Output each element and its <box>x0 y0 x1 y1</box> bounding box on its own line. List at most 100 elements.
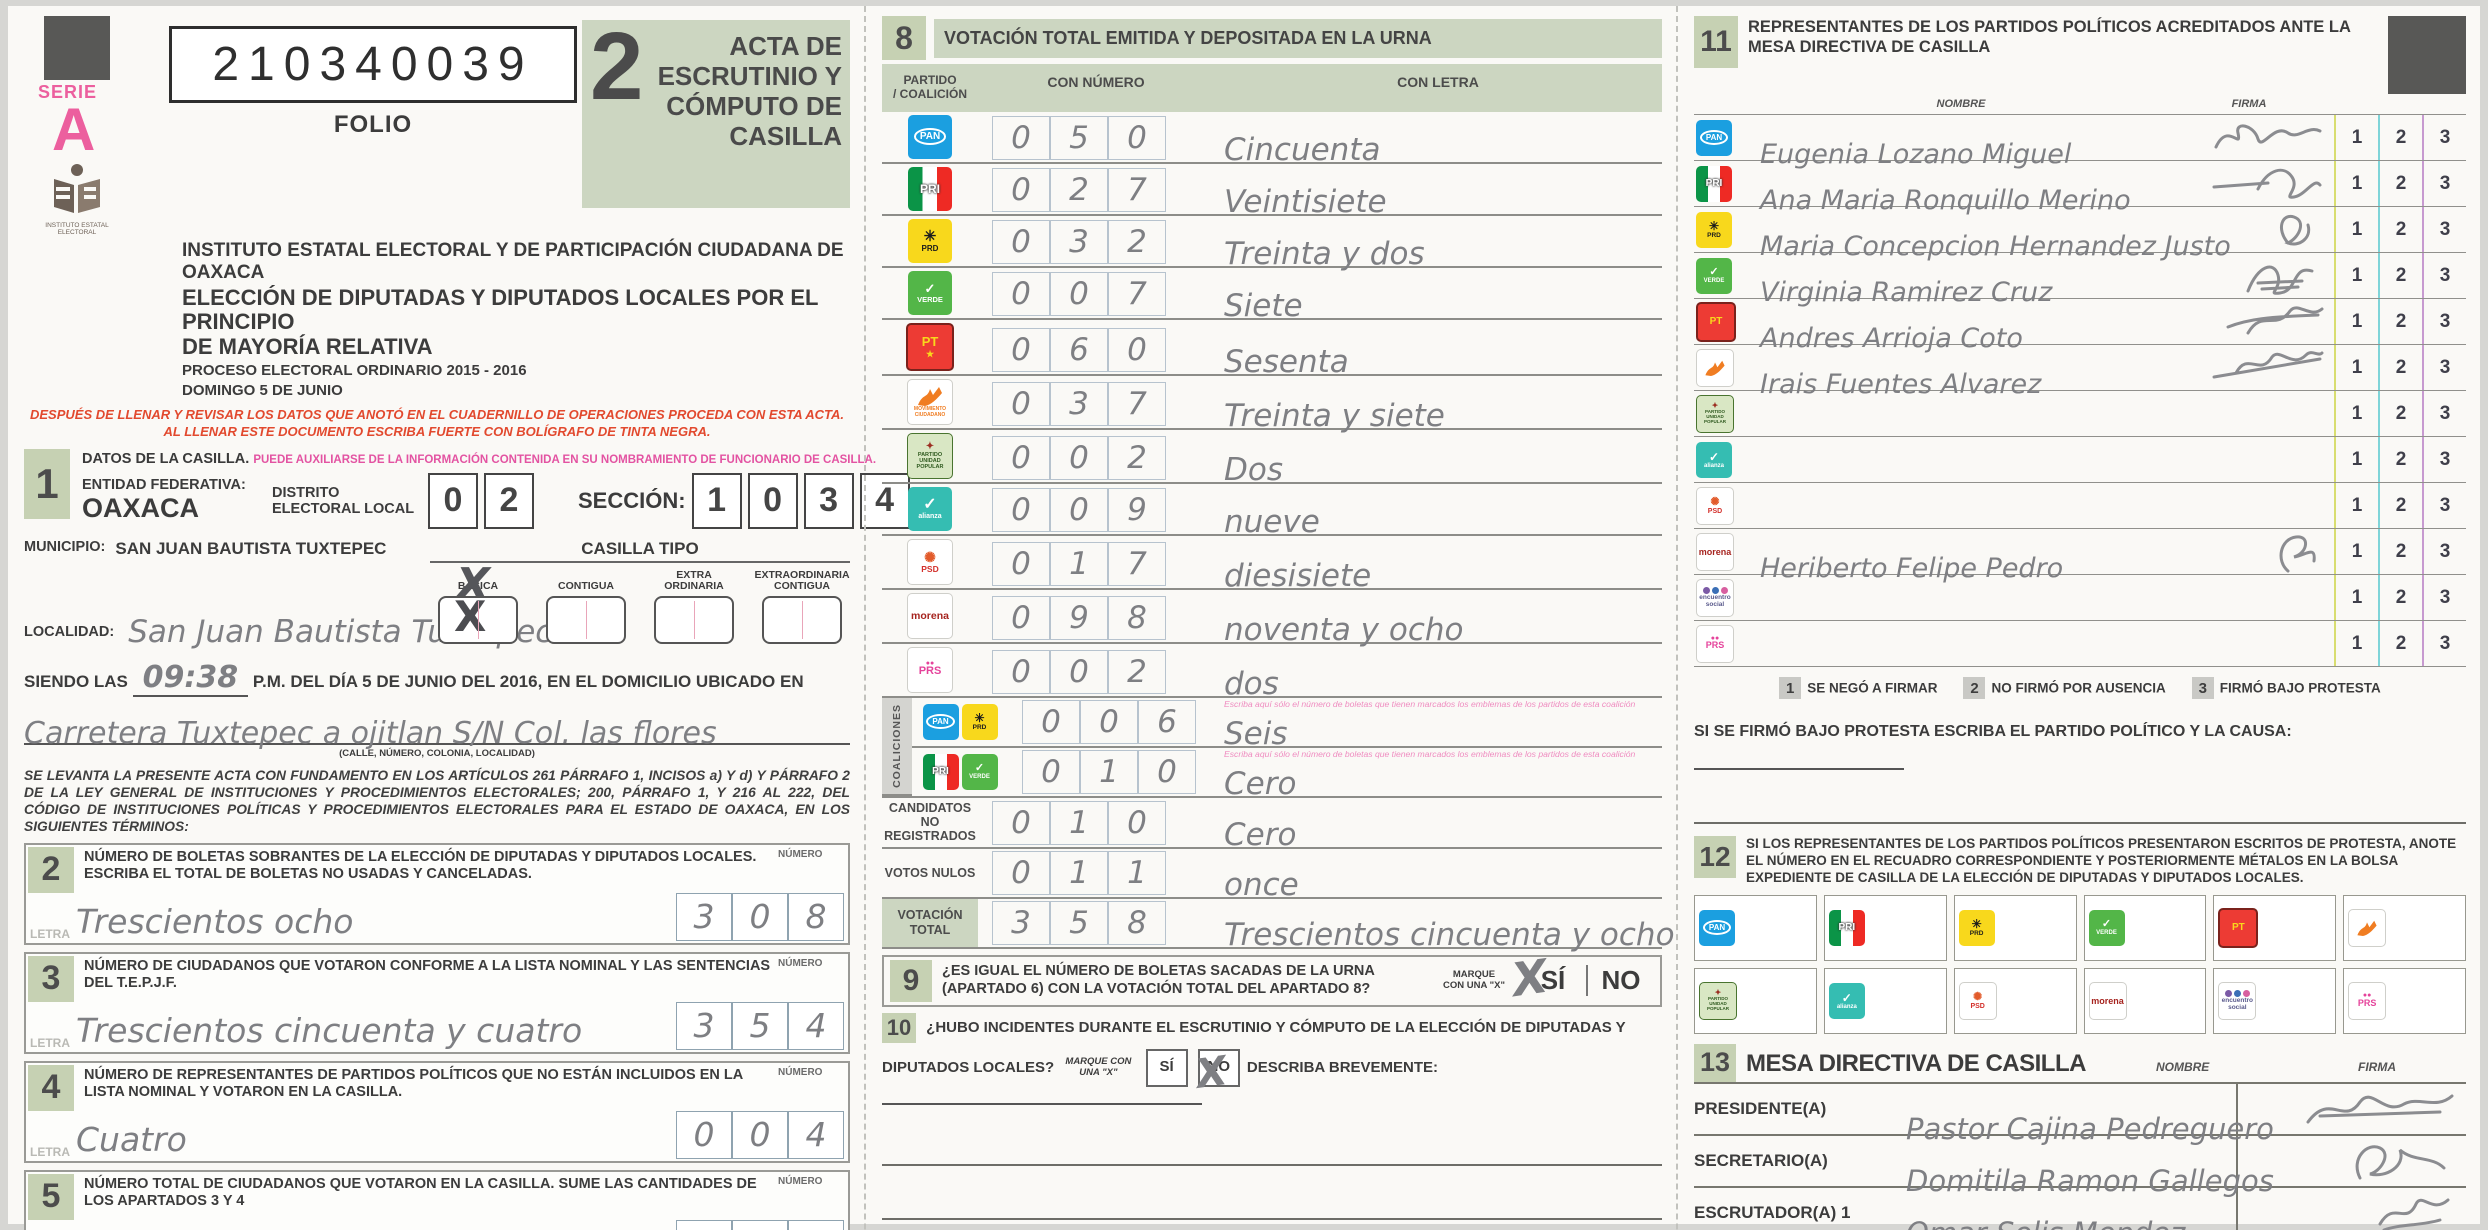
section-5-number-field[interactable]: 358 <box>676 1219 844 1230</box>
protesta-count-pup[interactable]: ✦ PARTIDO UNIDAD POPULAR <box>1694 967 1817 1034</box>
protesta-count-pri[interactable]: PRI <box>1823 894 1947 961</box>
rep-status-1[interactable]: 1 <box>2334 483 2378 528</box>
casilla-tipo-option-extraordinaria[interactable]: EXTRA ORDINARIA <box>646 567 742 644</box>
protesta-count-mc[interactable] <box>2343 894 2466 961</box>
rep-firma-field[interactable] <box>2164 345 2334 390</box>
rep-firma-field[interactable] <box>2164 161 2334 206</box>
protesta-count-pan[interactable]: PAN <box>1694 894 1817 961</box>
section-10-si-checkbox[interactable]: SÍ <box>1145 1048 1188 1087</box>
rep-status-1[interactable]: 1 <box>2334 161 2378 206</box>
hora-field[interactable]: 09:38 <box>132 659 249 697</box>
extraordinaria-checkbox[interactable] <box>654 595 734 644</box>
rep-status-2[interactable]: 2 <box>2378 161 2422 206</box>
rep-status-2[interactable]: 2 <box>2378 345 2422 390</box>
rep-status-3[interactable]: 3 <box>2422 207 2466 252</box>
morena-votes-letter-field[interactable]: noventa y ocho <box>1224 611 1464 648</box>
pt-votes-letter-field[interactable]: Sesenta <box>1224 343 1349 380</box>
protesta-field[interactable] <box>1694 752 1904 770</box>
cnr-letter-field[interactable]: Cero <box>1224 816 1297 853</box>
domicilio-field[interactable]: Carretera Tuxtepec a ojitlan S/N Col. la… <box>24 699 850 751</box>
mesa-firma-field[interactable] <box>2236 1135 2466 1186</box>
protesta-count-na[interactable]: ✓ alianza <box>1823 967 1947 1034</box>
casilla-tipo-option-basica[interactable]: BÁSICA X X <box>430 559 526 644</box>
protesta-count-prs[interactable]: ●● PRS <box>2343 967 2466 1034</box>
casilla-tipo-option-contigua[interactable]: CONTIGUA <box>538 567 634 644</box>
rep-firma-field[interactable] <box>2164 299 2334 344</box>
rep-status-2[interactable]: 2 <box>2378 207 2422 252</box>
extraordinaria-contigua-checkbox[interactable] <box>762 595 842 644</box>
rep-name-field[interactable]: Andres Arrioja Coto <box>1760 323 2023 354</box>
rep-name-field[interactable]: Ana Maria Ronquillo Merino <box>1760 185 2131 216</box>
rep-status-3[interactable]: 3 <box>2422 115 2466 160</box>
section-9-no-checkbox[interactable]: NO <box>1586 965 1654 997</box>
mesa-name-field[interactable]: Pastor Cajina Pedreguero <box>1906 1111 2274 1146</box>
distrito-digit-box[interactable]: 0 <box>428 472 478 529</box>
rep-status-3[interactable]: 3 <box>2422 483 2466 528</box>
protesta-count-pt[interactable]: PT <box>2213 894 2337 961</box>
rep-status-1[interactable]: 1 <box>2334 115 2378 160</box>
rep-status-3[interactable]: 3 <box>2422 575 2466 620</box>
protesta-count-verde[interactable]: ✓ VERDE <box>2083 894 2207 961</box>
rep-status-3[interactable]: 3 <box>2422 253 2466 298</box>
prs-votes-letter-field[interactable]: dos <box>1224 665 1279 702</box>
section-5-letra-field[interactable]: Trescientos cincuenta y ocho <box>76 1229 676 1230</box>
pri-votes-letter-field[interactable]: Veintisiete <box>1224 183 1387 220</box>
basica-checkbox[interactable]: X <box>438 592 518 644</box>
rep-status-2[interactable]: 2 <box>2378 621 2422 666</box>
rep-status-2[interactable]: 2 <box>2378 529 2422 574</box>
mesa-firma-field[interactable] <box>2236 1083 2466 1134</box>
describa-line[interactable] <box>882 1112 1662 1167</box>
rep-status-3[interactable]: 3 <box>2422 161 2466 206</box>
protesta-count-es[interactable]: encuentro social <box>2213 967 2337 1034</box>
rep-name-field[interactable]: Eugenia Lozano Miguel <box>1760 139 2072 170</box>
rep-name-field[interactable]: Irais Fuentes Alvarez <box>1760 369 2042 400</box>
rep-status-1[interactable]: 1 <box>2334 299 2378 344</box>
mc-votes-letter-field[interactable]: Treinta y siete <box>1224 397 1445 434</box>
describa-line[interactable] <box>882 1166 1662 1221</box>
rep-status-3[interactable]: 3 <box>2422 529 2466 574</box>
rep-firma-field[interactable] <box>2164 529 2334 574</box>
section-10-no-checkbox[interactable]: NO X <box>1193 1048 1240 1098</box>
section-2-letra-field[interactable]: Trescientos ocho <box>76 901 354 941</box>
rep-firma-field[interactable] <box>2164 437 2334 482</box>
contigua-checkbox[interactable] <box>546 595 626 644</box>
protesta-count-psd[interactable]: ✺ PSD <box>1953 967 2077 1034</box>
rep-status-1[interactable]: 1 <box>2334 207 2378 252</box>
rep-status-3[interactable]: 3 <box>2422 299 2466 344</box>
rep-firma-field[interactable] <box>2164 391 2334 436</box>
rep-firma-field[interactable] <box>2164 207 2334 252</box>
casilla-tipo-option-extraordinaria-contigua[interactable]: EXTRAORDINARIA CONTIGUA <box>754 567 850 644</box>
coal-pan-prd-letter-field[interactable]: Seis <box>1224 715 1288 752</box>
rep-status-2[interactable]: 2 <box>2378 253 2422 298</box>
rep-status-3[interactable]: 3 <box>2422 345 2466 390</box>
total-letter-field[interactable]: Trescientos cincuenta y ocho <box>1224 916 1675 953</box>
nulos-letter-field[interactable]: once <box>1224 866 1299 903</box>
rep-status-1[interactable]: 1 <box>2334 253 2378 298</box>
rep-status-2[interactable]: 2 <box>2378 437 2422 482</box>
mesa-firma-field[interactable] <box>2236 1187 2466 1230</box>
protesta-count-prd[interactable]: ✳ PRD <box>1953 894 2077 961</box>
rep-status-1[interactable]: 1 <box>2334 437 2378 482</box>
rep-status-1[interactable]: 1 <box>2334 391 2378 436</box>
describa-field[interactable] <box>882 1087 1202 1105</box>
mesa-name-field[interactable]: Domitila Ramon Gallegos <box>1906 1163 2274 1198</box>
section-3-letra-field[interactable]: Trescientos cincuenta y cuatro <box>76 1010 583 1050</box>
rep-status-3[interactable]: 3 <box>2422 391 2466 436</box>
rep-name-field[interactable]: Heriberto Felipe Pedro <box>1760 553 2064 584</box>
rep-status-2[interactable]: 2 <box>2378 391 2422 436</box>
